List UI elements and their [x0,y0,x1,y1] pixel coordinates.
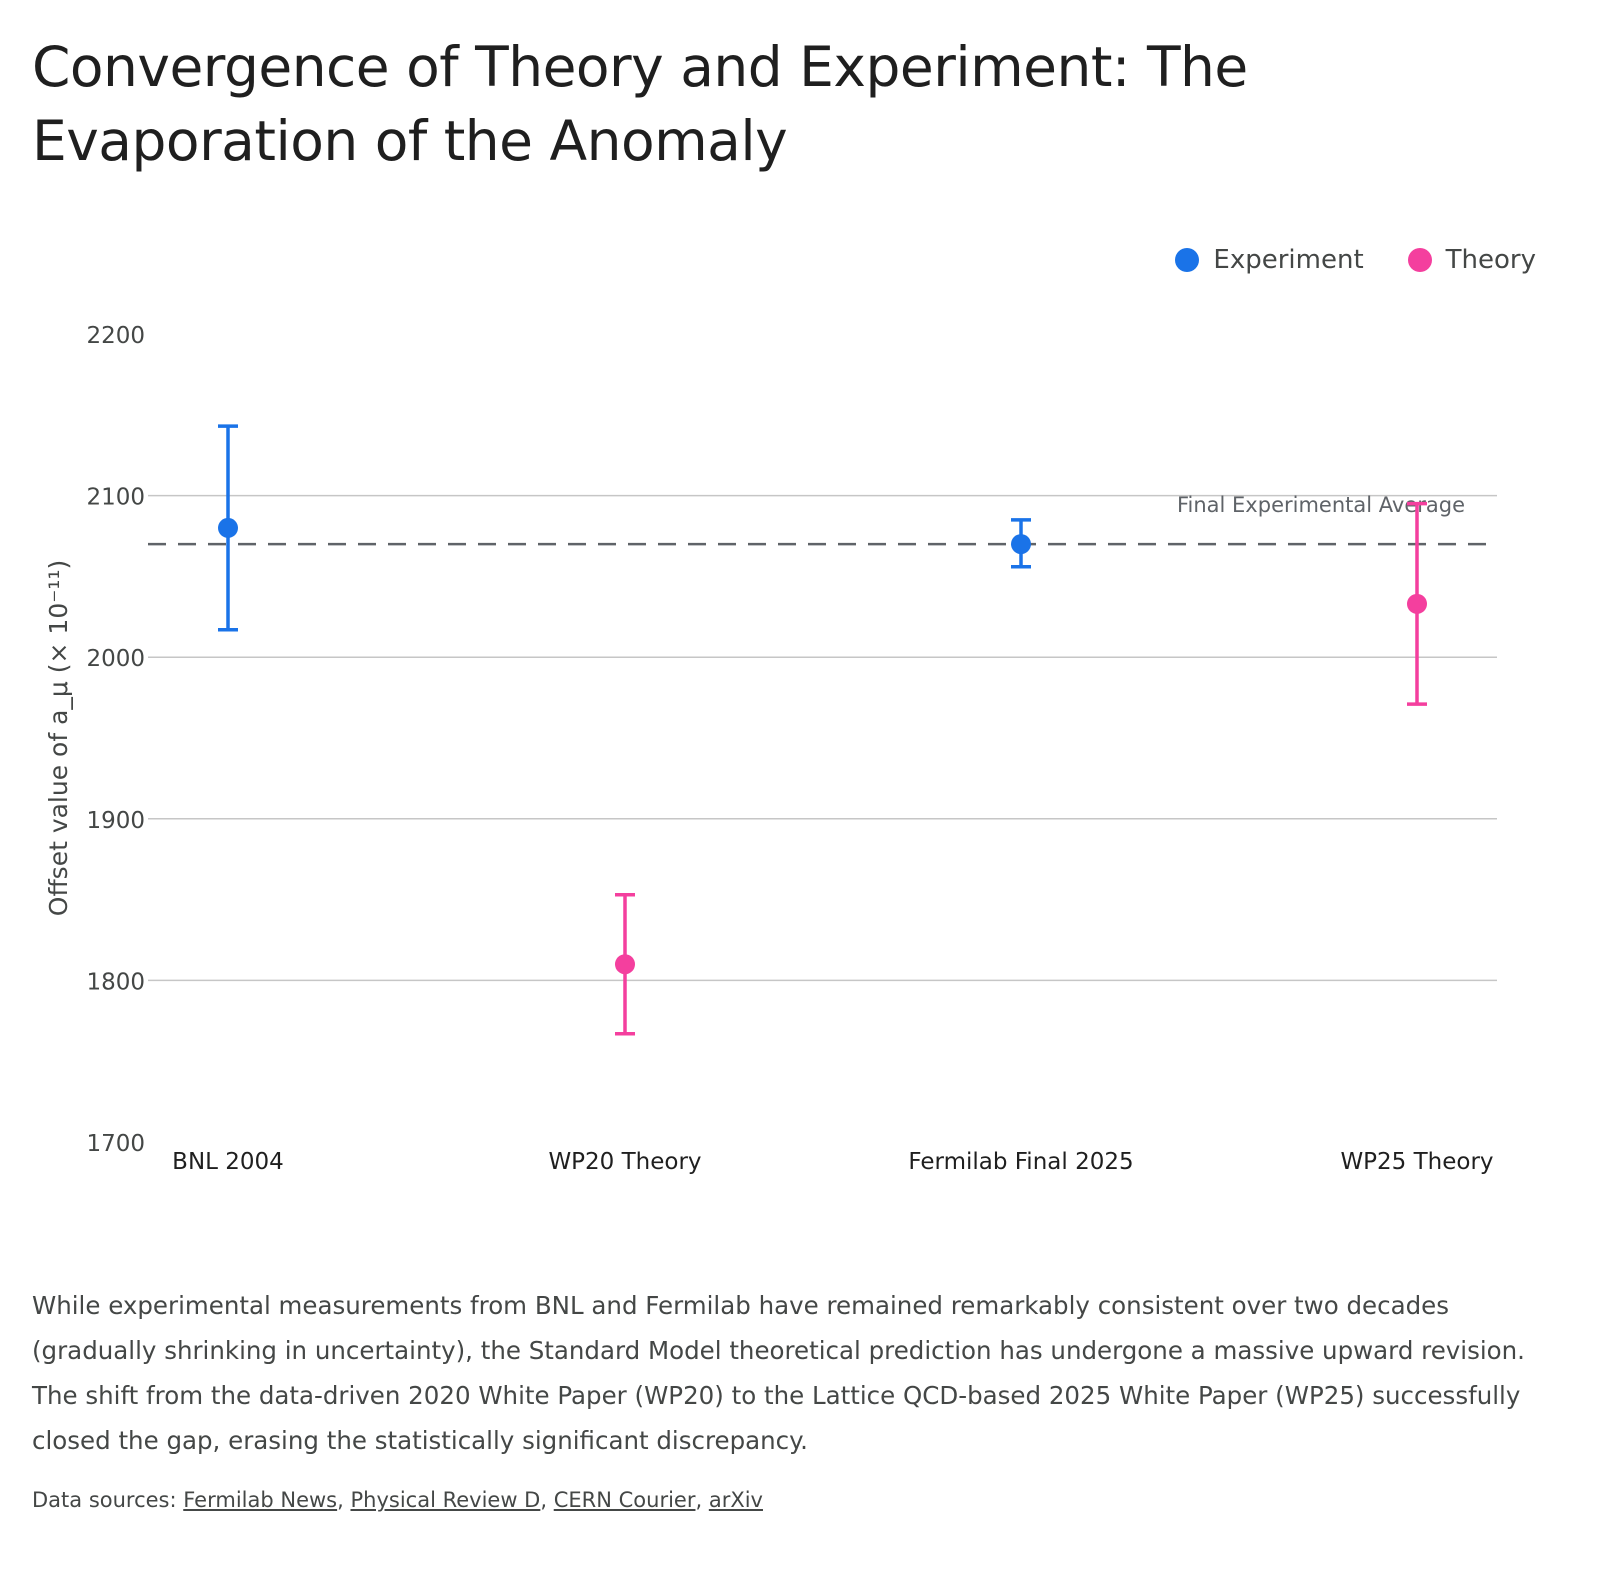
legend-item-theory: Theory [1407,245,1536,275]
chart-title: Convergence of Theory and Experiment: Th… [32,35,1248,173]
y-tick-label-2200: 2200 [86,323,145,349]
chart-plot-area: 1700 1800 1900 2000 2100 2200 Offset value of … [44,323,1497,1175]
data-sources-prefix: Data sources: [32,1488,184,1512]
y-axis-label: Offset value of a_μ (× 10⁻¹¹) [44,560,73,916]
chart-legend: Experiment Theory [1175,245,1536,275]
legend-item-experiment: Experiment [1175,245,1364,275]
data-point-wp20-theory [615,954,635,975]
y-tick-label-2100: 2100 [86,485,145,511]
legend-marker-theory [1407,248,1432,272]
data-sources: Data sources: Fermilab News, Physical Re… [32,1488,763,1512]
legend-label-experiment: Experiment [1213,245,1364,275]
data-point-bnl-2004 [218,517,238,538]
data-point-fermilab-final-2025 [1011,534,1031,555]
legend-marker-experiment [1175,248,1200,272]
y-tick-label-1900: 1900 [86,808,145,834]
x-tick-label-wp20-theory: WP20 Theory [548,1149,701,1175]
source-link-physical-review-d[interactable]: Physical Review D [350,1488,541,1512]
x-tick-label-fermilab-final-2025: Fermilab Final 2025 [908,1149,1133,1175]
y-tick-label-2000: 2000 [86,646,145,672]
x-tick-label-bnl-2004: BNL 2004 [172,1149,284,1175]
legend-label-theory: Theory [1445,245,1536,275]
data-point-wp25-theory [1407,593,1427,614]
y-tick-label-1800: 1800 [86,969,145,995]
x-tick-label-wp25-theory: WP25 Theory [1340,1149,1493,1175]
source-link-cern-courier[interactable]: CERN Courier [553,1488,696,1512]
y-tick-label-1700: 1700 [86,1131,145,1157]
source-link-arxiv[interactable]: arXiv [708,1488,763,1512]
source-link-fermilab-news[interactable]: Fermilab News [183,1488,338,1512]
chart-description: While experimental measurements from BNL… [32,1291,1525,1455]
